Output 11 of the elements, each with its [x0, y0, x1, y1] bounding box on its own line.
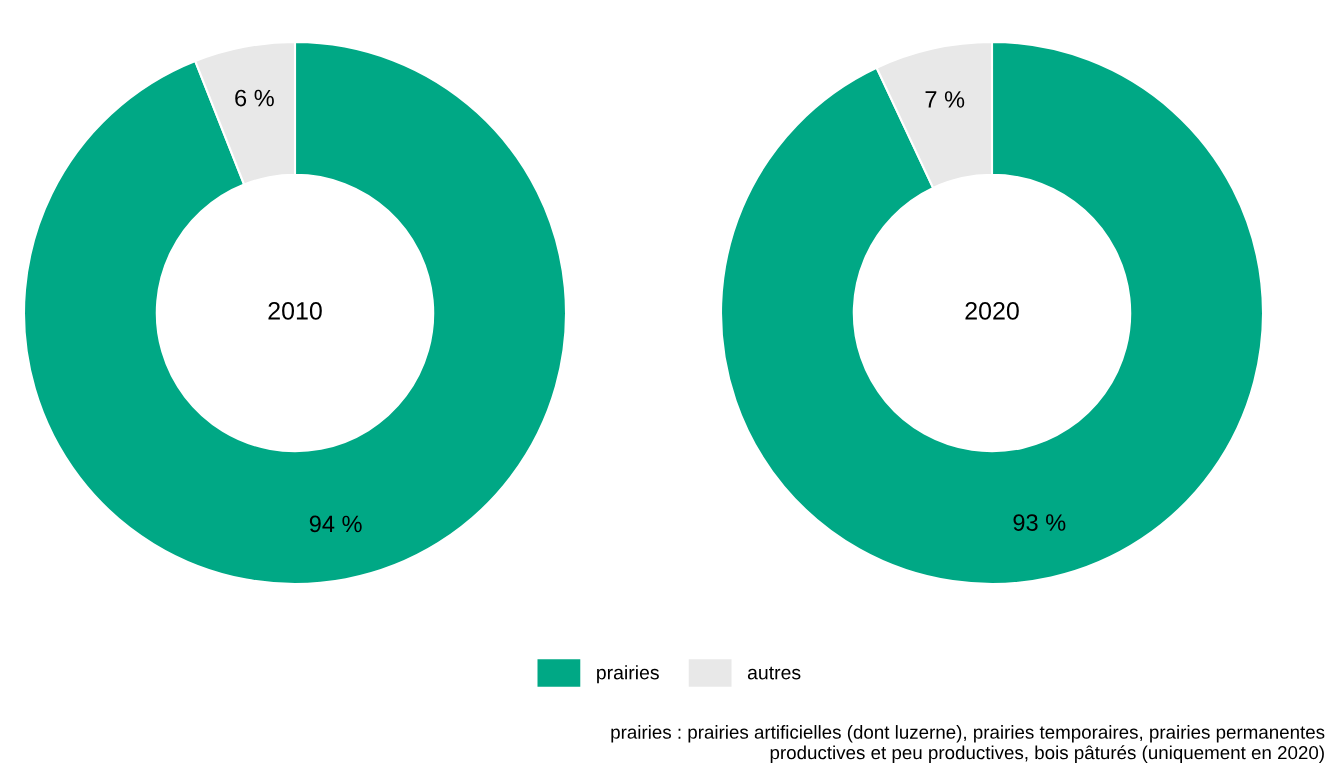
text: 2020	[965, 302, 1019, 320]
legend-label: autres	[747, 666, 801, 680]
text: 2010	[268, 302, 322, 320]
data-label: 6 %	[235, 89, 274, 107]
data-label: 94 %	[309, 515, 362, 533]
data-label: 7 %	[925, 91, 965, 108]
donut-slice	[22, 40, 568, 586]
legend-label: prairies	[597, 665, 659, 684]
data-label: 93 %	[1013, 514, 1066, 531]
text: prairies : prairies artificielles (dont luzerne), prairies temporaires, prairies permanentes productives et peu productives, bois pâturés (uniquement en 2020)	[611, 725, 1325, 763]
donut-slice	[719, 40, 1265, 586]
